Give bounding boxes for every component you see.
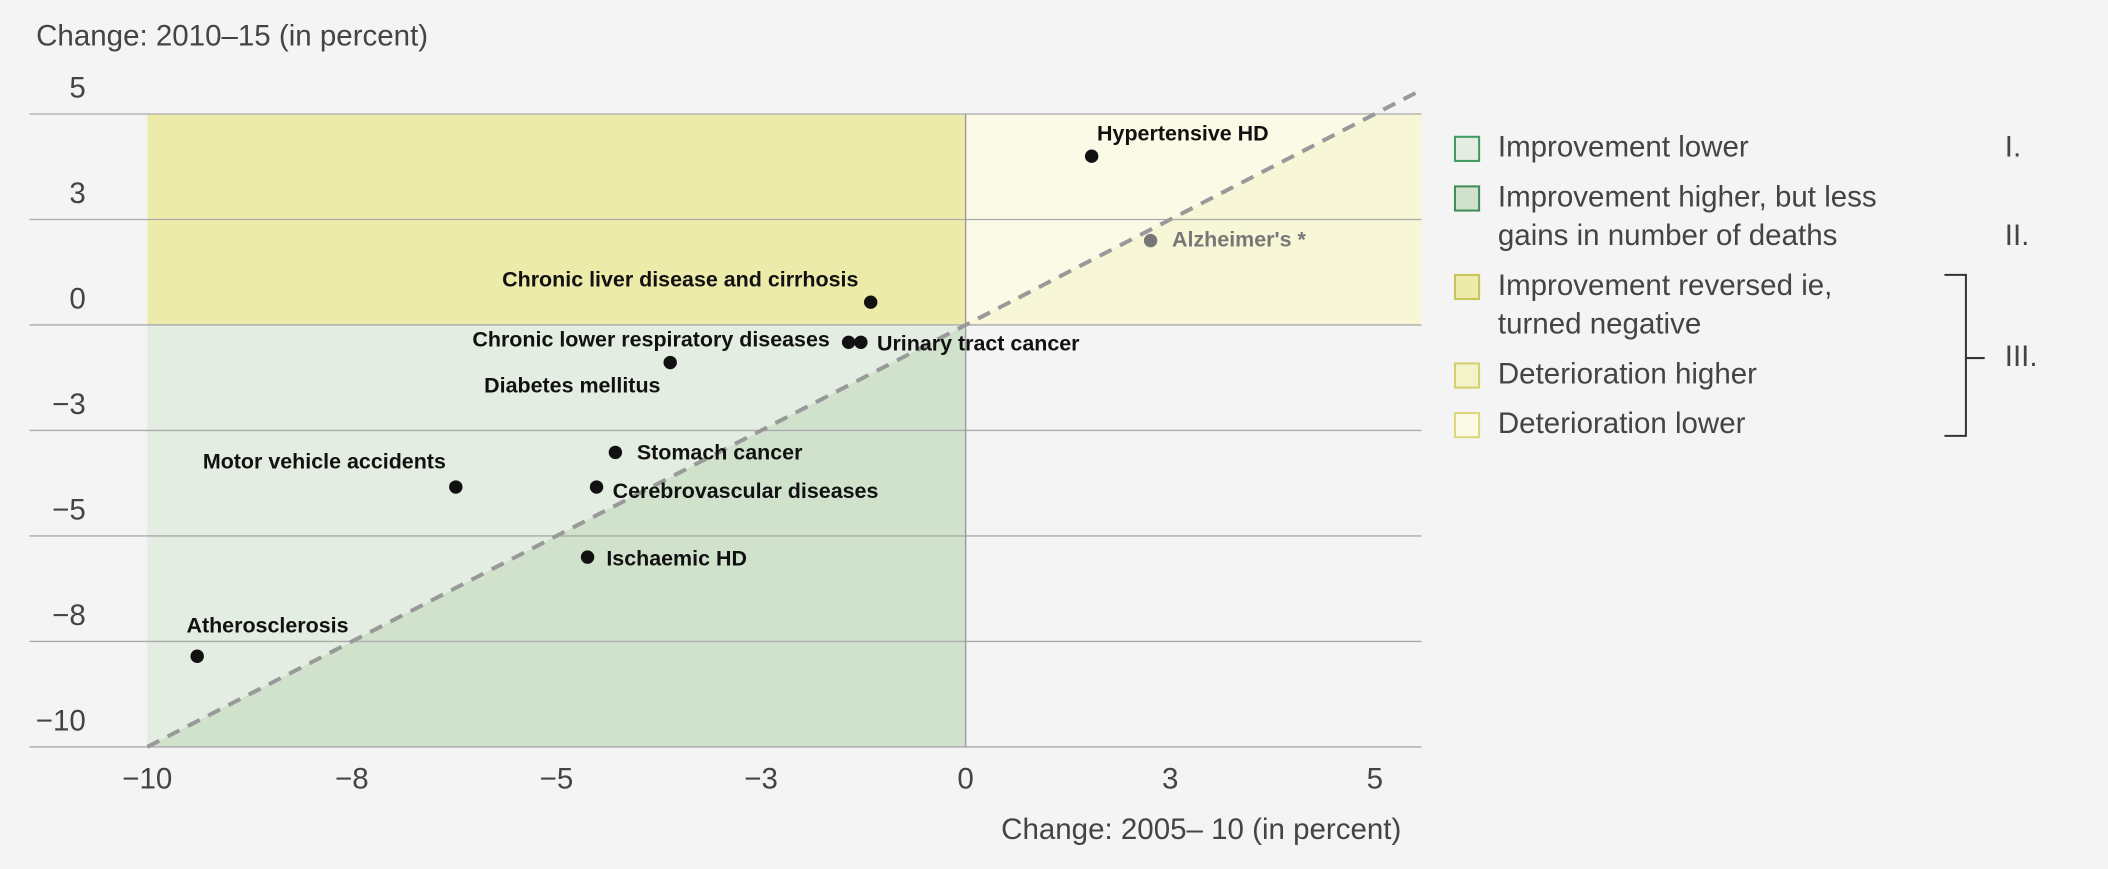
- point: [1143, 233, 1158, 248]
- y-tick-label: 0: [69, 283, 85, 316]
- point-label: Alzheimer's *: [1172, 227, 1306, 251]
- legend-swatch: [1453, 135, 1481, 162]
- y-tick-label: 3: [69, 177, 85, 210]
- legend-label: turned negative: [1498, 308, 1701, 341]
- legend-group: III.: [2005, 340, 2038, 373]
- legend-label: Deterioration lower: [1498, 407, 1746, 440]
- legend-label: Improvement higher, but less: [1498, 180, 1877, 213]
- point-label: Diabetes mellitus: [484, 373, 660, 397]
- point-label: Chronic lower respiratory diseases: [472, 328, 830, 352]
- point: [841, 335, 856, 349]
- point: [663, 355, 677, 370]
- y-axis-title: Change: 2010–15 (in percent): [36, 19, 428, 52]
- x-axis-title: Change: 2005– 10 (in percent): [1001, 813, 1401, 846]
- y-tick-label: −3: [52, 388, 86, 421]
- legend-swatch: [1453, 412, 1481, 439]
- point-label: Urinary tract cancer: [877, 332, 1080, 356]
- point-label: Atherosclerosis: [186, 613, 348, 637]
- point-label: Chronic liver disease and cirrhosis: [502, 267, 858, 291]
- x-tick-label: −8: [335, 762, 369, 795]
- legend-label: Improvement lower: [1498, 131, 1749, 164]
- legend-bracket: [1944, 273, 1985, 437]
- x-tick-label: 3: [1162, 762, 1178, 795]
- point: [580, 550, 595, 564]
- point-label: Stomach cancer: [637, 440, 803, 464]
- legend-label: gains in number of deaths: [1498, 219, 1837, 252]
- legend-swatch: [1453, 273, 1481, 301]
- legend-swatch: [1453, 185, 1481, 212]
- point: [608, 445, 623, 460]
- point-label: Hypertensive HD: [1097, 121, 1269, 145]
- legend-group: II.: [2005, 219, 2030, 252]
- point: [863, 295, 878, 309]
- point: [589, 480, 604, 494]
- point-label: Ischaemic HD: [606, 546, 747, 570]
- x-tick-label: −10: [122, 762, 172, 795]
- y-tick-label: 5: [69, 72, 85, 105]
- legend-group: I.: [2005, 131, 2021, 164]
- legend-swatch: [1453, 362, 1481, 389]
- x-tick-label: −3: [744, 762, 778, 795]
- point-label: Motor vehicle accidents: [203, 450, 446, 474]
- y-tick-label: −10: [36, 705, 86, 738]
- point-label: Cerebrovascular diseases: [613, 479, 879, 503]
- point: [190, 649, 204, 663]
- point: [1084, 149, 1099, 163]
- y-tick-label: −8: [52, 599, 86, 632]
- x-tick-label: 5: [1367, 762, 1383, 795]
- x-tick-label: −5: [540, 762, 574, 795]
- x-tick-label: 0: [957, 762, 973, 795]
- y-tick-label: −5: [52, 494, 86, 527]
- point: [854, 335, 868, 349]
- legend-label: Improvement reversed ie,: [1498, 269, 1832, 302]
- legend-label: Deterioration higher: [1498, 357, 1757, 390]
- point: [449, 480, 463, 494]
- diagonal: [146, 88, 1423, 749]
